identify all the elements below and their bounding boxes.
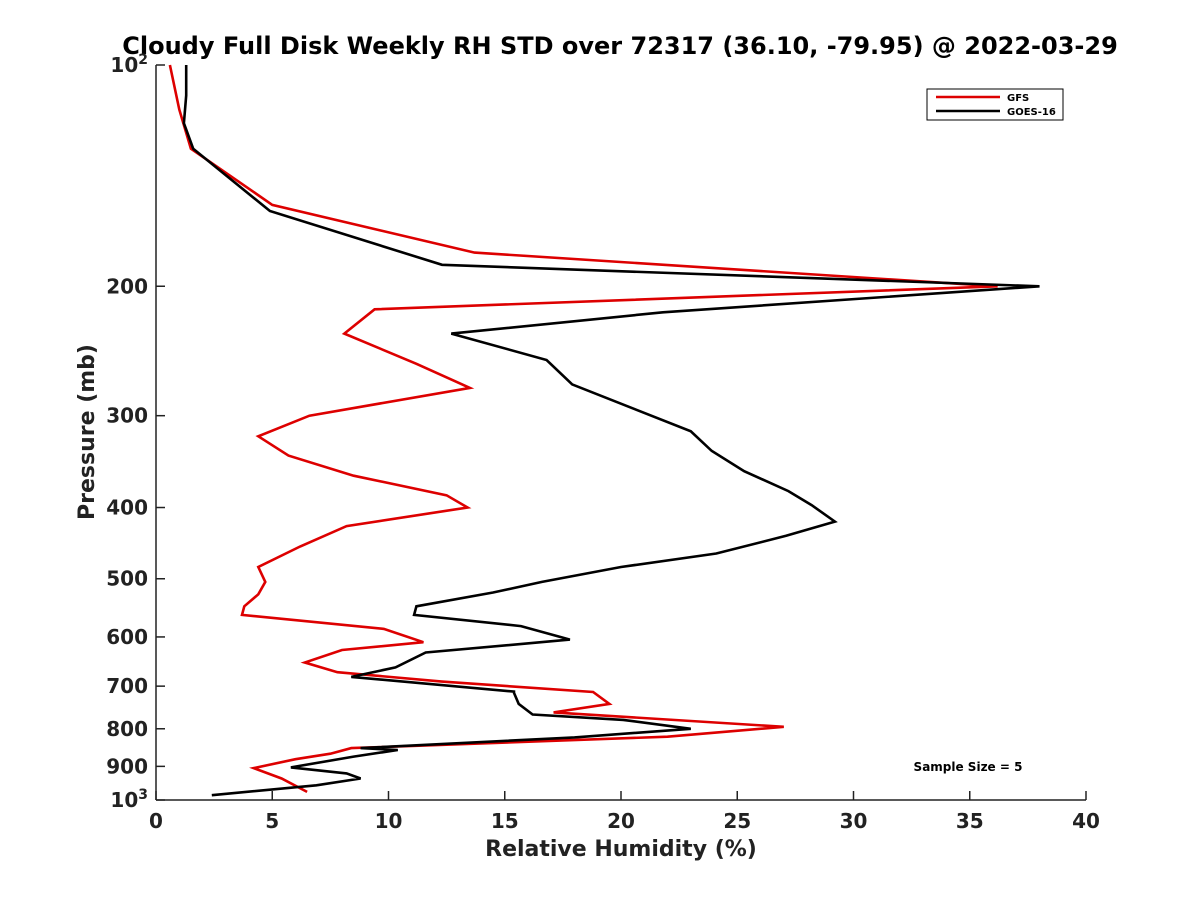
y-axis-label: Pressure (mb)	[75, 344, 100, 520]
x-tick-label: 5	[265, 809, 279, 833]
y-tick-label: 600	[106, 625, 148, 649]
x-tick-label: 40	[1072, 809, 1100, 833]
legend-label-gfs: GFS	[1007, 93, 1029, 104]
series-line-gfs	[168, 64, 998, 794]
legend: GFS GOES-16	[926, 88, 1064, 121]
y-tick-label: 300	[106, 404, 148, 428]
x-tick-label: 25	[723, 809, 751, 833]
legend-box	[926, 88, 1064, 121]
y-tick-label: 400	[106, 496, 148, 520]
x-axis-ticks: 0 5 10 15 20 25 30 35 40	[149, 791, 1100, 833]
y-tick-label: 200	[106, 274, 148, 298]
x-axis-label: Relative Humidity (%)	[485, 837, 757, 862]
sample-size-annotation: Sample Size = 5	[914, 760, 1023, 774]
y-tick-label: 102	[110, 52, 148, 77]
y-axis-ticks: 102 200 300 400 500 600 700 800 900 103	[106, 52, 165, 812]
chart-title: Cloudy Full Disk Weekly RH STD over 7231…	[122, 32, 1118, 60]
y-tick-label: 500	[106, 567, 148, 591]
x-tick-label: 30	[840, 809, 868, 833]
x-tick-label: 10	[375, 809, 403, 833]
y-tick-label: 800	[106, 717, 148, 741]
series-lines	[168, 64, 1040, 797]
x-tick-label: 35	[956, 809, 984, 833]
y-tick-label: 103	[110, 787, 148, 812]
legend-label-goes-16: GOES-16	[1007, 107, 1056, 118]
plot-area	[156, 65, 1086, 800]
series-line-goes-16	[182, 65, 1040, 797]
x-tick-label: 0	[149, 809, 163, 833]
x-tick-label: 15	[491, 809, 519, 833]
y-tick-label: 700	[106, 674, 148, 698]
x-tick-label: 20	[607, 809, 635, 833]
y-tick-label: 900	[106, 754, 148, 778]
